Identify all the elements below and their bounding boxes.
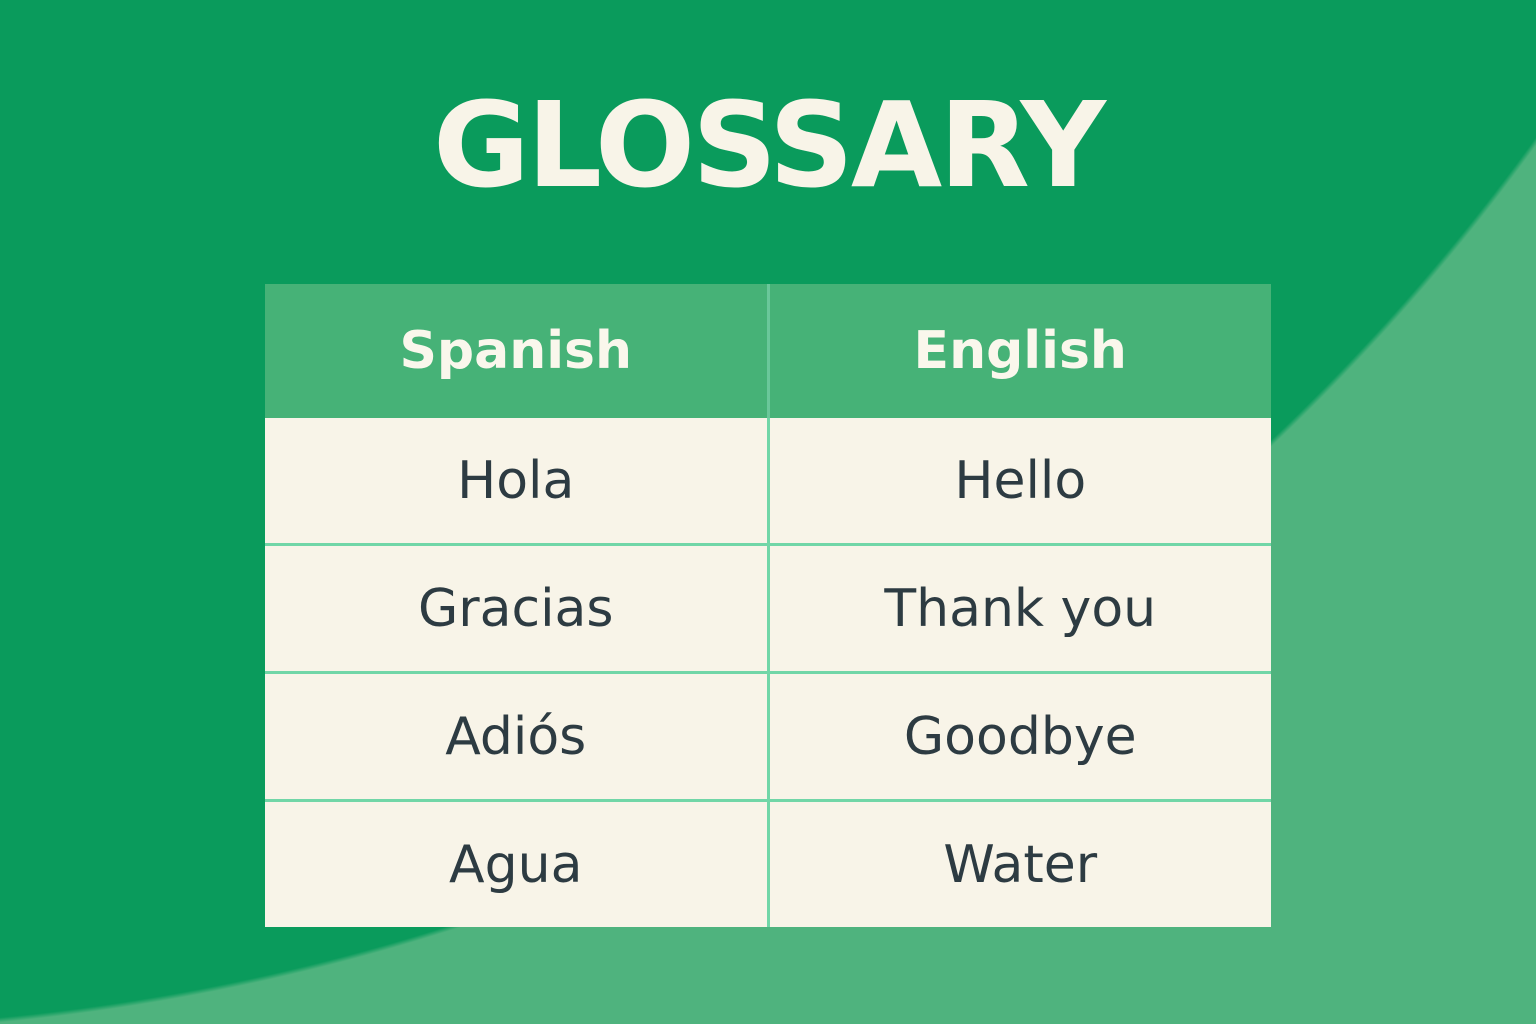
cell-spanish-term: Gracias	[417, 578, 614, 639]
cell-english-term: Goodbye	[766, 674, 1272, 799]
page-title: GLOSSARY	[433, 76, 1106, 214]
cell-english-term: Water	[766, 802, 1272, 927]
cell-spanish-term: Agua	[449, 834, 583, 895]
column-header-english: English	[766, 284, 1272, 418]
cell-english-term: Hello	[766, 418, 1272, 543]
table-row: Gracias Thank you	[265, 543, 1271, 671]
cell-spanish-term: Hola	[457, 450, 575, 511]
cell-english-term: Thank you	[766, 546, 1272, 671]
table-header-row: Spanish English	[265, 284, 1271, 418]
table-row: Adiós Goodbye	[265, 671, 1271, 799]
table-row: Agua Water	[265, 799, 1271, 927]
cell-spanish-term: Adiós	[445, 706, 587, 767]
glossary-table: Spanish English Hola Hello Gracias Thank…	[265, 284, 1271, 927]
table-row: Hola Hello	[265, 418, 1271, 543]
column-header-spanish: Spanish	[399, 321, 633, 381]
